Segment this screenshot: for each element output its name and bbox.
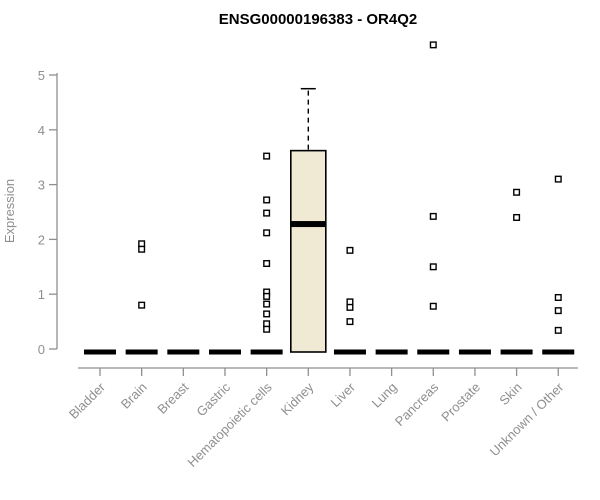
outlier-point [263,325,271,333]
box [289,149,327,353]
x-tick-label: Brain [118,380,150,412]
outlier-point [138,240,146,248]
y-tick-label: 0 [38,342,45,357]
outlier-point [263,260,271,268]
outlier-point [263,300,271,308]
outlier-point [263,196,271,204]
zero-median-bar [417,349,450,355]
zero-median-bar [167,349,200,355]
x-tick-label: Unknown / Other [487,379,567,459]
y-axis-label: Expression [2,179,17,243]
outlier-point [346,298,354,306]
x-tick-label: Lung [369,380,400,411]
x-tick-label: Gastric [193,379,233,419]
outlier-point [138,245,146,253]
outlier-point [138,301,146,309]
outlier-point [346,246,354,254]
x-tick-label: Liver [328,379,359,410]
x-tick-label: Breast [154,379,191,416]
x-tick-label: Skin [496,380,524,408]
zero-median-bar [333,349,366,355]
outlier-point [263,209,271,217]
y-tick-label: 5 [38,68,45,83]
x-tick-label: Kidney [278,379,317,418]
y-tick-label: 3 [38,178,45,193]
outlier-point [554,293,562,301]
outlier-point [263,292,271,300]
zero-median-bar [458,349,491,355]
zero-median-bar [500,349,533,355]
y-tick-label: 1 [38,287,45,302]
outlier-point [346,303,354,311]
outlier-point [263,320,271,328]
outlier-point [263,310,271,318]
x-tick-label: Pancreas [392,379,442,429]
outlier-points [138,41,562,334]
outlier-point [346,318,354,326]
box-marks [84,87,575,355]
x-tick-label: Prostate [438,380,483,425]
outlier-point [513,188,521,196]
outlier-point [429,212,437,220]
zero-median-bar [542,349,575,355]
outlier-point [429,41,437,49]
zero-median-bar [125,349,158,355]
chart-title: ENSG00000196383 - OR4Q2 [219,11,417,28]
outlier-point [554,307,562,315]
outlier-point [554,175,562,183]
outlier-point [513,213,521,221]
y-tick-label: 2 [38,232,45,247]
outlier-point [554,326,562,334]
zero-median-bar [250,349,283,355]
median-line [290,221,326,228]
outlier-point [263,229,271,237]
y-tick-label: 4 [38,123,45,138]
zero-median-bar [84,349,116,355]
outlier-point [429,302,437,310]
zero-median-bar [208,349,241,355]
outlier-point [263,152,271,160]
outlier-point [429,263,437,271]
zero-median-bar [375,349,408,355]
x-tick-label: Bladder [66,379,109,422]
